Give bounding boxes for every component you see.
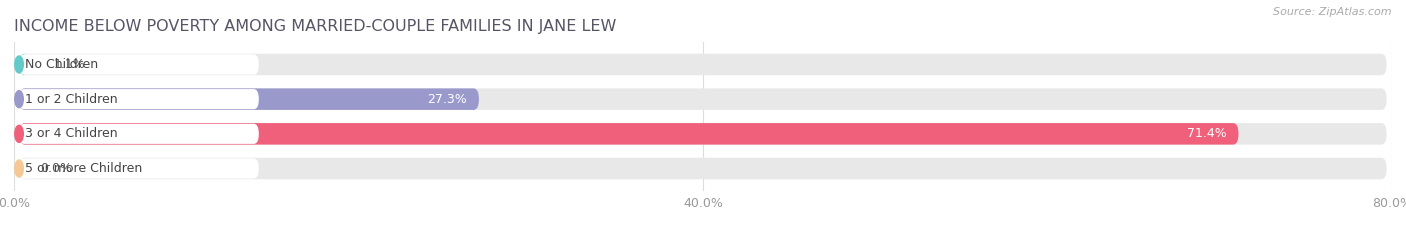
Text: 1.1%: 1.1% [53, 58, 86, 71]
Text: 5 or more Children: 5 or more Children [25, 162, 142, 175]
FancyBboxPatch shape [20, 88, 1386, 110]
Text: 1 or 2 Children: 1 or 2 Children [25, 93, 118, 106]
Circle shape [15, 91, 24, 108]
Text: No Children: No Children [25, 58, 98, 71]
Text: Source: ZipAtlas.com: Source: ZipAtlas.com [1274, 7, 1392, 17]
Text: 3 or 4 Children: 3 or 4 Children [25, 127, 118, 140]
Circle shape [15, 125, 24, 142]
Circle shape [15, 160, 24, 177]
Circle shape [15, 56, 24, 73]
FancyBboxPatch shape [20, 123, 1239, 145]
Text: 0.0%: 0.0% [39, 162, 72, 175]
FancyBboxPatch shape [20, 54, 28, 75]
FancyBboxPatch shape [20, 124, 259, 144]
Text: 27.3%: 27.3% [427, 93, 467, 106]
FancyBboxPatch shape [20, 89, 259, 109]
FancyBboxPatch shape [20, 54, 1386, 75]
FancyBboxPatch shape [20, 123, 1386, 145]
FancyBboxPatch shape [20, 158, 259, 178]
Text: 71.4%: 71.4% [1187, 127, 1226, 140]
FancyBboxPatch shape [20, 158, 1386, 179]
FancyBboxPatch shape [20, 88, 479, 110]
FancyBboxPatch shape [20, 55, 259, 75]
Text: INCOME BELOW POVERTY AMONG MARRIED-COUPLE FAMILIES IN JANE LEW: INCOME BELOW POVERTY AMONG MARRIED-COUPL… [14, 19, 616, 34]
